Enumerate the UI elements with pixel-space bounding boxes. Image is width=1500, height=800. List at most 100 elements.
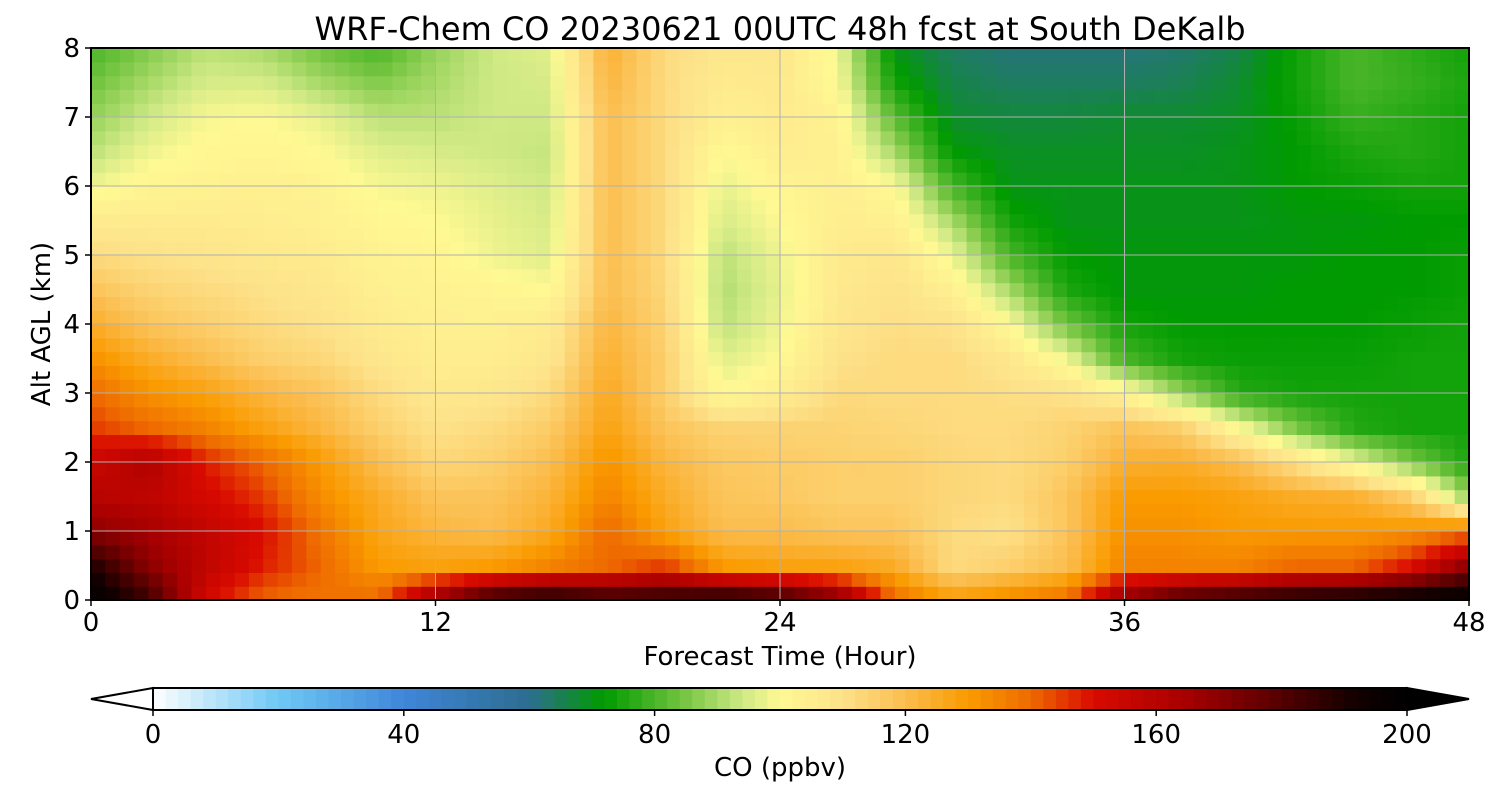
heatmap-cell: [392, 310, 408, 325]
heatmap-cell: [823, 48, 839, 63]
heatmap-cell: [1067, 572, 1083, 587]
heatmap-cell: [851, 130, 867, 146]
heatmap-cell: [736, 475, 752, 491]
heatmap-cell: [966, 586, 982, 601]
heatmap-cell: [1153, 282, 1169, 297]
heatmap-cell: [205, 144, 221, 159]
heatmap-cell: [966, 475, 982, 491]
heatmap-cell: [794, 75, 810, 90]
heatmap-cell: [765, 420, 781, 435]
heatmap-cell: [866, 282, 882, 297]
heatmap-cell: [177, 296, 193, 311]
heatmap-cell: [909, 406, 925, 422]
heatmap-cell: [177, 255, 193, 270]
heatmap-cell: [478, 103, 494, 118]
heatmap-cell: [923, 324, 939, 339]
heatmap-cell: [1425, 158, 1441, 173]
heatmap-cell: [1095, 296, 1111, 311]
heatmap-cell: [622, 365, 638, 380]
heatmap-cell: [794, 158, 810, 173]
heatmap-cell: [478, 558, 494, 573]
heatmap-cell: [1181, 172, 1197, 187]
heatmap-cell: [808, 227, 824, 242]
heatmap-cell: [1354, 48, 1370, 63]
heatmap-cell: [1368, 337, 1384, 353]
heatmap-cell: [521, 337, 537, 353]
heatmap-cell: [765, 61, 781, 77]
heatmap-cell: [119, 130, 135, 146]
heatmap-cell: [1440, 420, 1456, 435]
heatmap-cell: [507, 406, 523, 422]
heatmap-cell: [966, 448, 982, 463]
heatmap-cell: [837, 475, 853, 491]
heatmap-cell: [378, 572, 394, 587]
heatmap-cell: [148, 144, 164, 159]
heatmap-cell: [1052, 282, 1068, 297]
heatmap-cell: [1210, 103, 1226, 118]
heatmap-cell: [1296, 213, 1312, 228]
heatmap-cell: [550, 130, 566, 146]
heatmap-cell: [952, 255, 968, 270]
heatmap-cell: [1311, 172, 1327, 187]
heatmap-cell: [1009, 544, 1025, 560]
heatmap-cell: [91, 406, 106, 422]
heatmap-cell: [1095, 420, 1111, 435]
heatmap-cell: [478, 517, 494, 532]
heatmap-cell: [1239, 296, 1255, 311]
heatmap-cell: [449, 558, 465, 573]
heatmap-cell: [363, 48, 379, 63]
heatmap-cell: [722, 434, 738, 449]
heatmap-cell: [277, 213, 293, 228]
heatmap-cell: [91, 393, 106, 408]
heatmap-cell: [492, 324, 508, 339]
heatmap-cell: [162, 572, 178, 587]
heatmap-cell: [119, 572, 135, 587]
heatmap-cell: [736, 310, 752, 325]
heatmap-cell: [995, 586, 1011, 601]
heatmap-cell: [1038, 572, 1054, 587]
heatmap-cell: [335, 75, 350, 90]
heatmap-cell: [220, 48, 236, 63]
heatmap-cell: [191, 199, 207, 215]
heatmap-cell: [291, 503, 307, 518]
colorbar-cell: [1093, 688, 1107, 710]
heatmap-cell: [780, 61, 795, 77]
heatmap-cell: [622, 144, 638, 159]
heatmap-cell: [1397, 379, 1413, 394]
heatmap-cell: [579, 475, 594, 491]
heatmap-cell: [1067, 337, 1083, 353]
heatmap-cell: [335, 351, 350, 366]
heatmap-cell: [220, 324, 236, 339]
heatmap-cell: [823, 558, 839, 573]
heatmap-cell: [320, 186, 336, 201]
heatmap-cell: [866, 61, 882, 77]
heatmap-cell: [478, 282, 494, 297]
heatmap-cell: [1325, 489, 1341, 504]
heatmap-cell: [736, 144, 752, 159]
heatmap-cell: [765, 48, 781, 63]
heatmap-cell: [1253, 489, 1269, 504]
heatmap-cell: [995, 351, 1011, 366]
heatmap-cell: [765, 117, 781, 132]
heatmap-cell: [220, 103, 236, 118]
colorbar-cell: [855, 688, 869, 710]
heatmap-cell: [205, 241, 221, 256]
heatmap-cell: [1052, 172, 1068, 187]
heatmap-cell: [851, 420, 867, 435]
heatmap-cell: [966, 544, 982, 560]
heatmap-cell: [937, 558, 953, 573]
heatmap-cell: [1167, 475, 1183, 491]
heatmap-cell: [449, 475, 465, 491]
heatmap-cell: [521, 75, 537, 90]
heatmap-cell: [363, 544, 379, 560]
heatmap-cell: [1454, 572, 1470, 587]
heatmap-cell: [349, 282, 365, 297]
heatmap-cell: [162, 503, 178, 518]
heatmap-cell: [1067, 75, 1083, 90]
heatmap-cell: [1311, 186, 1327, 201]
heatmap-cell: [693, 144, 709, 159]
heatmap-cell: [693, 420, 709, 435]
heatmap-cell: [736, 213, 752, 228]
heatmap-cell: [823, 158, 839, 173]
heatmap-cell: [1311, 48, 1327, 63]
